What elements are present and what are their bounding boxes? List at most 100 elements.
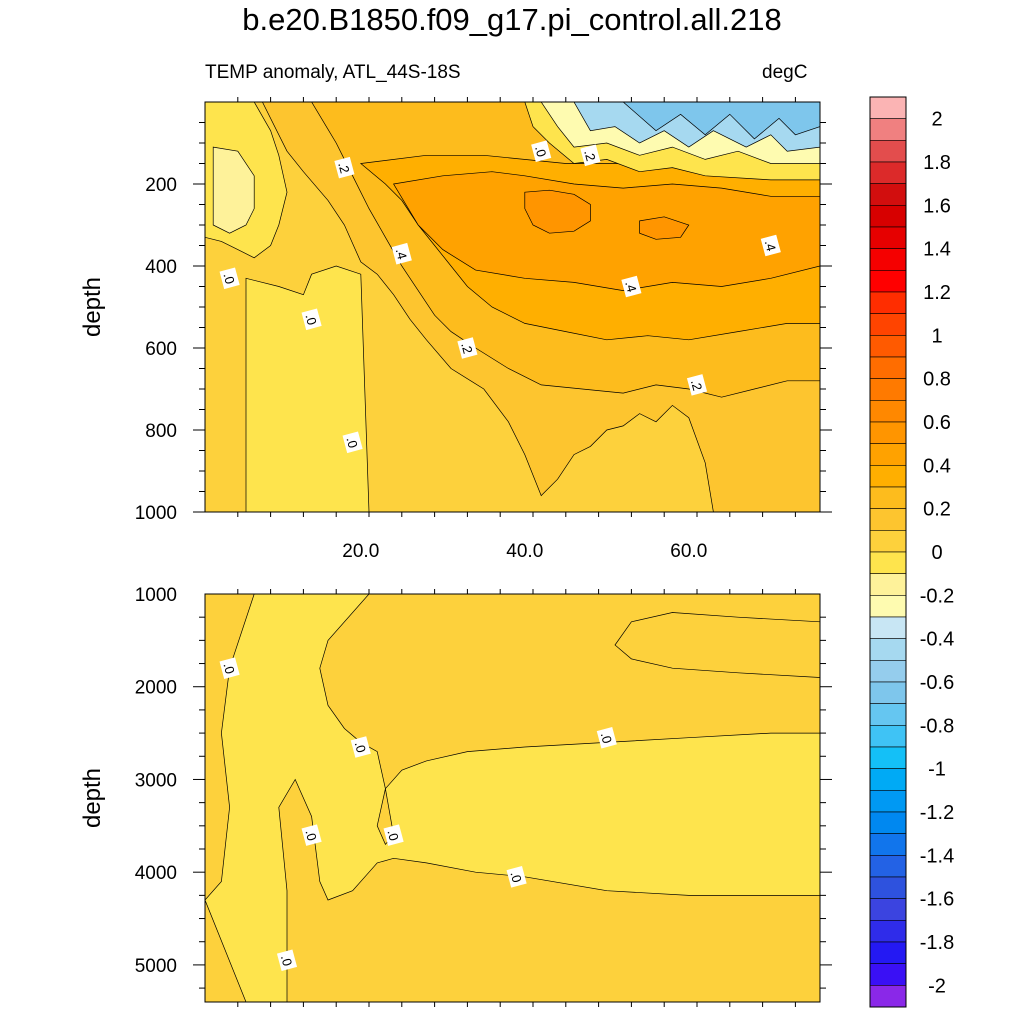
lower-panel: 1000 2000 3000 4000 5000 depth .0 .0 .0 .0 .0 .0 .0 (79, 585, 832, 1007)
svg-text:.0: .0 (598, 731, 615, 745)
upper-contour-band (393, 171, 820, 291)
svg-text:.2: .2 (688, 378, 705, 392)
upper-contour-label: .0 (301, 308, 322, 331)
upper-contour-band (622, 102, 820, 140)
upper-contour-label: .2 (457, 337, 478, 359)
svg-text:.0: .0 (352, 740, 369, 754)
colorbar-label: 1.2 (923, 282, 951, 304)
svg-text:.0: .0 (220, 661, 237, 675)
colorbar-swatch (869, 486, 907, 509)
upper-contour-label: .0 (342, 431, 363, 454)
colorbar-swatch (869, 356, 907, 379)
upper-y-tick-label: 400 (145, 257, 177, 278)
lower-contour-label: .0 (506, 866, 527, 888)
colorbar-swatch (869, 876, 907, 899)
colorbar-swatch (869, 963, 907, 986)
colorbar-label: 0.6 (923, 412, 951, 434)
colorbar-swatch (869, 638, 907, 661)
colorbar-swatch (869, 725, 907, 748)
colorbar-swatch (869, 985, 907, 1008)
colorbar-swatch (869, 616, 907, 639)
colorbar-swatch (869, 811, 907, 834)
colorbar-swatch (869, 400, 907, 423)
colorbar-swatch (869, 790, 907, 813)
upper-contour-band (245, 265, 370, 512)
colorbar-label: 1.6 (923, 195, 951, 217)
lower-contour-label: .0 (276, 949, 298, 972)
colorbar-swatch (869, 140, 907, 163)
colorbar-swatch (869, 530, 907, 553)
colorbar-label: 0 (931, 542, 942, 564)
colorbar-swatch (869, 335, 907, 358)
svg-text:.0: .0 (278, 953, 295, 967)
colorbar-label: 0.8 (923, 369, 951, 391)
colorbar-swatch (869, 508, 907, 531)
svg-text:.0: .0 (302, 828, 319, 842)
svg-text:.0: .0 (532, 144, 549, 158)
variable-subtitle: TEMP anomaly, ATL_44S-18S (205, 62, 461, 83)
upper-y-tick-label: 1000 (135, 503, 177, 524)
colorbar-label: -0.6 (920, 672, 954, 694)
lower-contour-label: .0 (596, 726, 617, 749)
upper-y-axis-label: depth (79, 277, 106, 337)
lower-y-tick-label: 3000 (135, 770, 177, 791)
lower-contour-label: .0 (301, 824, 322, 846)
lower-contour-band (614, 612, 820, 678)
colorbar-label: -1.8 (920, 932, 954, 954)
lower-y-tick-label: 4000 (135, 863, 177, 884)
colorbar-swatch (869, 703, 907, 726)
chart-title: b.e20.B1850.f09_g17.pi_control.all.218 (242, 2, 782, 37)
colorbar-swatch (869, 746, 907, 769)
colorbar-label: -0.8 (920, 715, 954, 737)
svg-text:.2: .2 (581, 148, 598, 162)
upper-y-tick-label: 600 (145, 339, 177, 360)
colorbar-label: 1 (931, 325, 942, 347)
colorbar-label: 1.4 (923, 239, 951, 261)
lower-contour-label: .0 (350, 736, 371, 758)
colorbar-swatch (869, 443, 907, 466)
svg-text:.0: .0 (343, 435, 360, 449)
units-subtitle: degC (762, 62, 808, 83)
svg-text:.2: .2 (335, 161, 352, 175)
colorbar-label: -1.2 (920, 802, 954, 824)
colorbar-swatch (869, 465, 907, 488)
upper-x-tick-label: 60.0 (670, 541, 707, 562)
svg-text:.0: .0 (507, 870, 524, 884)
lower-y-tick-label: 2000 (135, 678, 177, 699)
svg-text:.2: .2 (458, 341, 475, 355)
colorbar-swatch (869, 226, 907, 249)
colorbar-swatch (869, 898, 907, 921)
lower-contour-label: .0 (383, 824, 404, 846)
colorbar-swatch (869, 118, 907, 141)
colorbar-label: -1.6 (920, 889, 954, 911)
upper-contour-band (639, 216, 690, 240)
lower-contour-label: .0 (219, 657, 240, 679)
colorbar-swatch (869, 205, 907, 228)
colorbar-swatch (869, 681, 907, 704)
upper-x-tick-label: 20.0 (342, 541, 379, 562)
colorbar: 2 1.8 1.6 1.4 1.2 1 0.8 0.6 0.4 0.2 0 -0.2 -0.4 -0.6 -… (869, 96, 954, 1008)
colorbar-swatch (869, 920, 907, 943)
upper-contour-label: .4 (621, 275, 642, 298)
colorbar-swatch (869, 421, 907, 444)
colorbar-swatch (869, 270, 907, 293)
svg-text:.0: .0 (220, 271, 237, 285)
lower-y-tick-label: 1000 (135, 585, 177, 606)
colorbar-label: 0.4 (923, 455, 951, 477)
colorbar-swatch (869, 551, 907, 574)
colorbar-label: 0.2 (923, 499, 951, 521)
colorbar-swatch (869, 183, 907, 206)
upper-contour-label: .2 (334, 156, 355, 179)
colorbar-swatch (869, 248, 907, 271)
colorbar-swatch (869, 595, 907, 618)
colorbar-swatch (869, 96, 907, 119)
upper-x-tick-label: 40.0 (506, 541, 543, 562)
svg-text:.4: .4 (622, 279, 639, 293)
colorbar-swatch (869, 660, 907, 683)
upper-contour-label: .4 (391, 242, 412, 265)
colorbar-swatch (869, 941, 907, 964)
colorbar-swatch (869, 573, 907, 596)
svg-text:.0: .0 (302, 312, 319, 326)
upper-contour-band (212, 146, 255, 234)
